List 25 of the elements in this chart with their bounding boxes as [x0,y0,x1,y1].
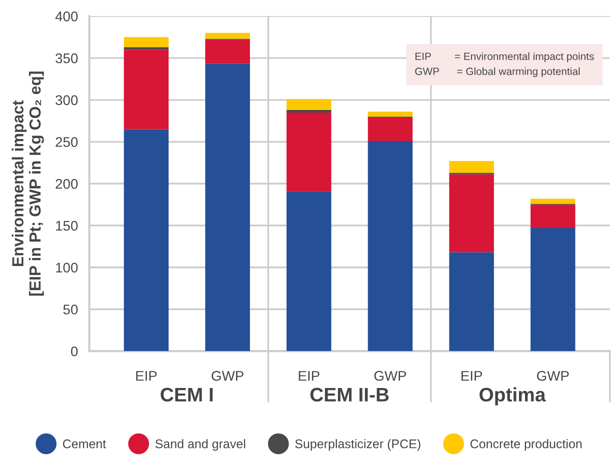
x-tick-label: EIP [462,371,482,381]
y-axis-title: Environmental impact [EIP in Pt; GWP in Kg CO₂ eq] [12,72,44,296]
y-tick-label: 250 [56,137,78,147]
y-tick-label: 350 [56,53,78,64]
x-tick-label: GWP [212,370,244,381]
text: Optima [480,387,546,406]
y-tick-label: 400 [55,12,78,22]
legend-label: Cement [62,439,106,448]
y-tick-label: 50 [63,304,78,314]
x-tick-label: GWP [374,370,406,381]
y-tick-label: 200 [56,178,78,189]
legend-label: Sand and gravel [155,439,246,451]
y-tick-label: 300 [56,95,78,106]
legend-label: Concrete production [470,439,582,451]
x-tick-label: EIP [136,371,157,381]
y-tick-label: 0 [71,346,78,356]
y-tick-label: 100 [56,262,78,273]
x-tick-label: EIP [298,371,320,381]
text: CEM I [160,388,213,402]
annotation: EIP = Environmental impact points [416,52,594,62]
annotation: GWP = Global warming potential [415,67,580,78]
x-tick-label: GWP [537,370,569,381]
text: CEM II-B [310,388,389,402]
y-tick-label: 150 [56,220,78,231]
legend-label: Superplasticizer (PCE) [295,439,420,451]
